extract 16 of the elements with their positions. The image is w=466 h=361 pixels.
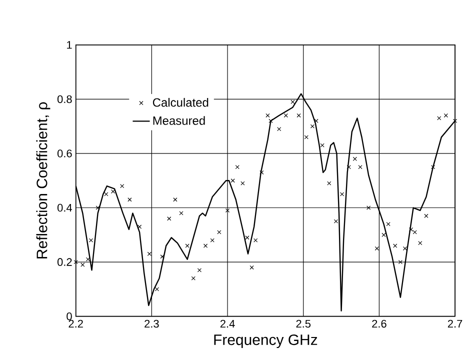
y-tick-label: 0.4 <box>57 204 72 212</box>
x-tick-label: 2.4 <box>220 320 235 328</box>
legend-label: Measured <box>153 116 205 125</box>
x-axis-title: Frequency GHz <box>214 334 318 348</box>
x-tick-label: 2.2 <box>68 320 83 328</box>
y-tick-label: 0.8 <box>57 95 72 103</box>
legend-label: Calculated <box>152 98 208 107</box>
x-tick-label: 2.6 <box>372 320 386 328</box>
y-tick-label: 1 <box>67 41 72 49</box>
x-tick-label: 2.7 <box>448 320 462 328</box>
x-tick-label: 2.5 <box>296 320 311 328</box>
y-tick-label: 0.2 <box>57 258 72 266</box>
x-tick-label: 2.3 <box>144 320 159 328</box>
y-axis-title: Reflection Coefficient, ρ <box>36 102 50 258</box>
y-tick-label: 0 <box>66 312 72 320</box>
y-tick-label: 0.6 <box>57 149 72 158</box>
